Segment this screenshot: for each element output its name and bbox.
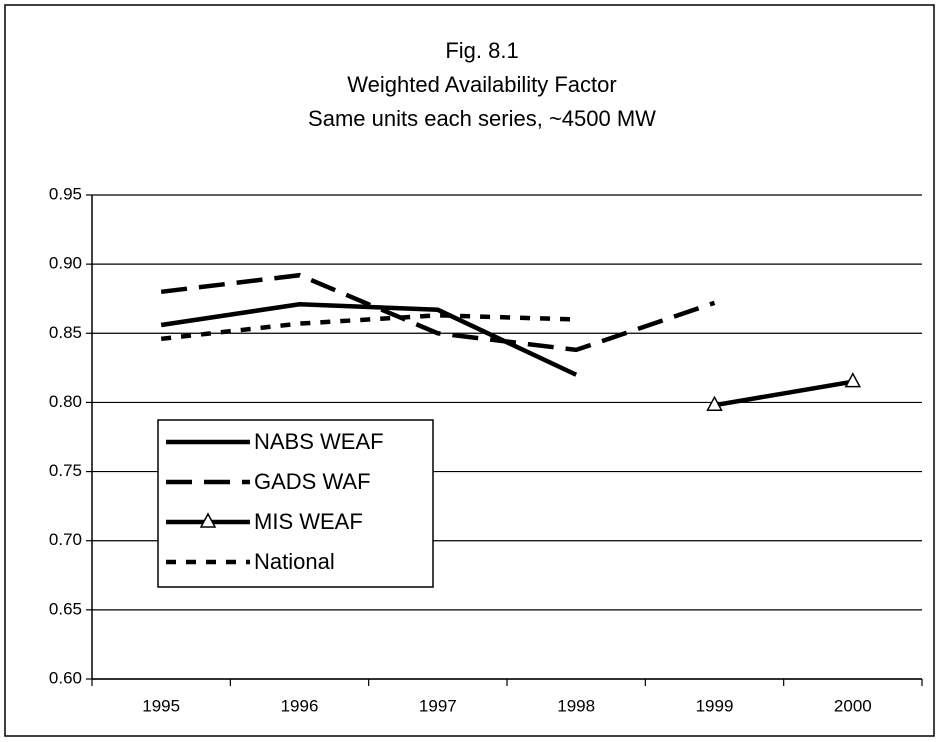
- y-tick-label: 0.70: [49, 530, 82, 549]
- series-line: [714, 379, 854, 408]
- x-tick-label: 1998: [557, 696, 595, 715]
- y-tick-label: 0.85: [49, 323, 82, 342]
- legend-label: NABS WEAF: [254, 429, 384, 454]
- point-marker: [706, 395, 723, 411]
- y-tick-label: 0.75: [49, 461, 82, 480]
- chart-frame: [4, 4, 935, 737]
- legend-label: National: [254, 549, 335, 574]
- point-marker: [844, 372, 862, 388]
- x-tick-label: 1995: [142, 696, 180, 715]
- legend-label: GADS WAF: [254, 469, 371, 494]
- series-line: [160, 313, 577, 342]
- chart-subtitle: Weighted Availability Factor: [347, 72, 616, 97]
- legend-label: MIS WEAF: [254, 509, 363, 534]
- chart-subtitle: Same units each series, ~4500 MW: [308, 106, 656, 131]
- chart-title: Fig. 8.1: [445, 38, 518, 63]
- y-tick-label: 0.80: [49, 392, 82, 411]
- legend-box: [157, 419, 434, 588]
- x-tick-label: 1997: [419, 696, 457, 715]
- y-tick-label: 0.95: [49, 184, 82, 203]
- x-tick-label: 1999: [696, 696, 734, 715]
- y-tick-label: 0.90: [49, 254, 82, 273]
- x-tick-label: 2000: [834, 696, 872, 715]
- series-line: [160, 272, 716, 353]
- legend-marker: [199, 512, 217, 528]
- y-tick-label: 0.60: [49, 668, 82, 687]
- y-tick-label: 0.65: [49, 599, 82, 618]
- x-tick-label: 1996: [281, 696, 319, 715]
